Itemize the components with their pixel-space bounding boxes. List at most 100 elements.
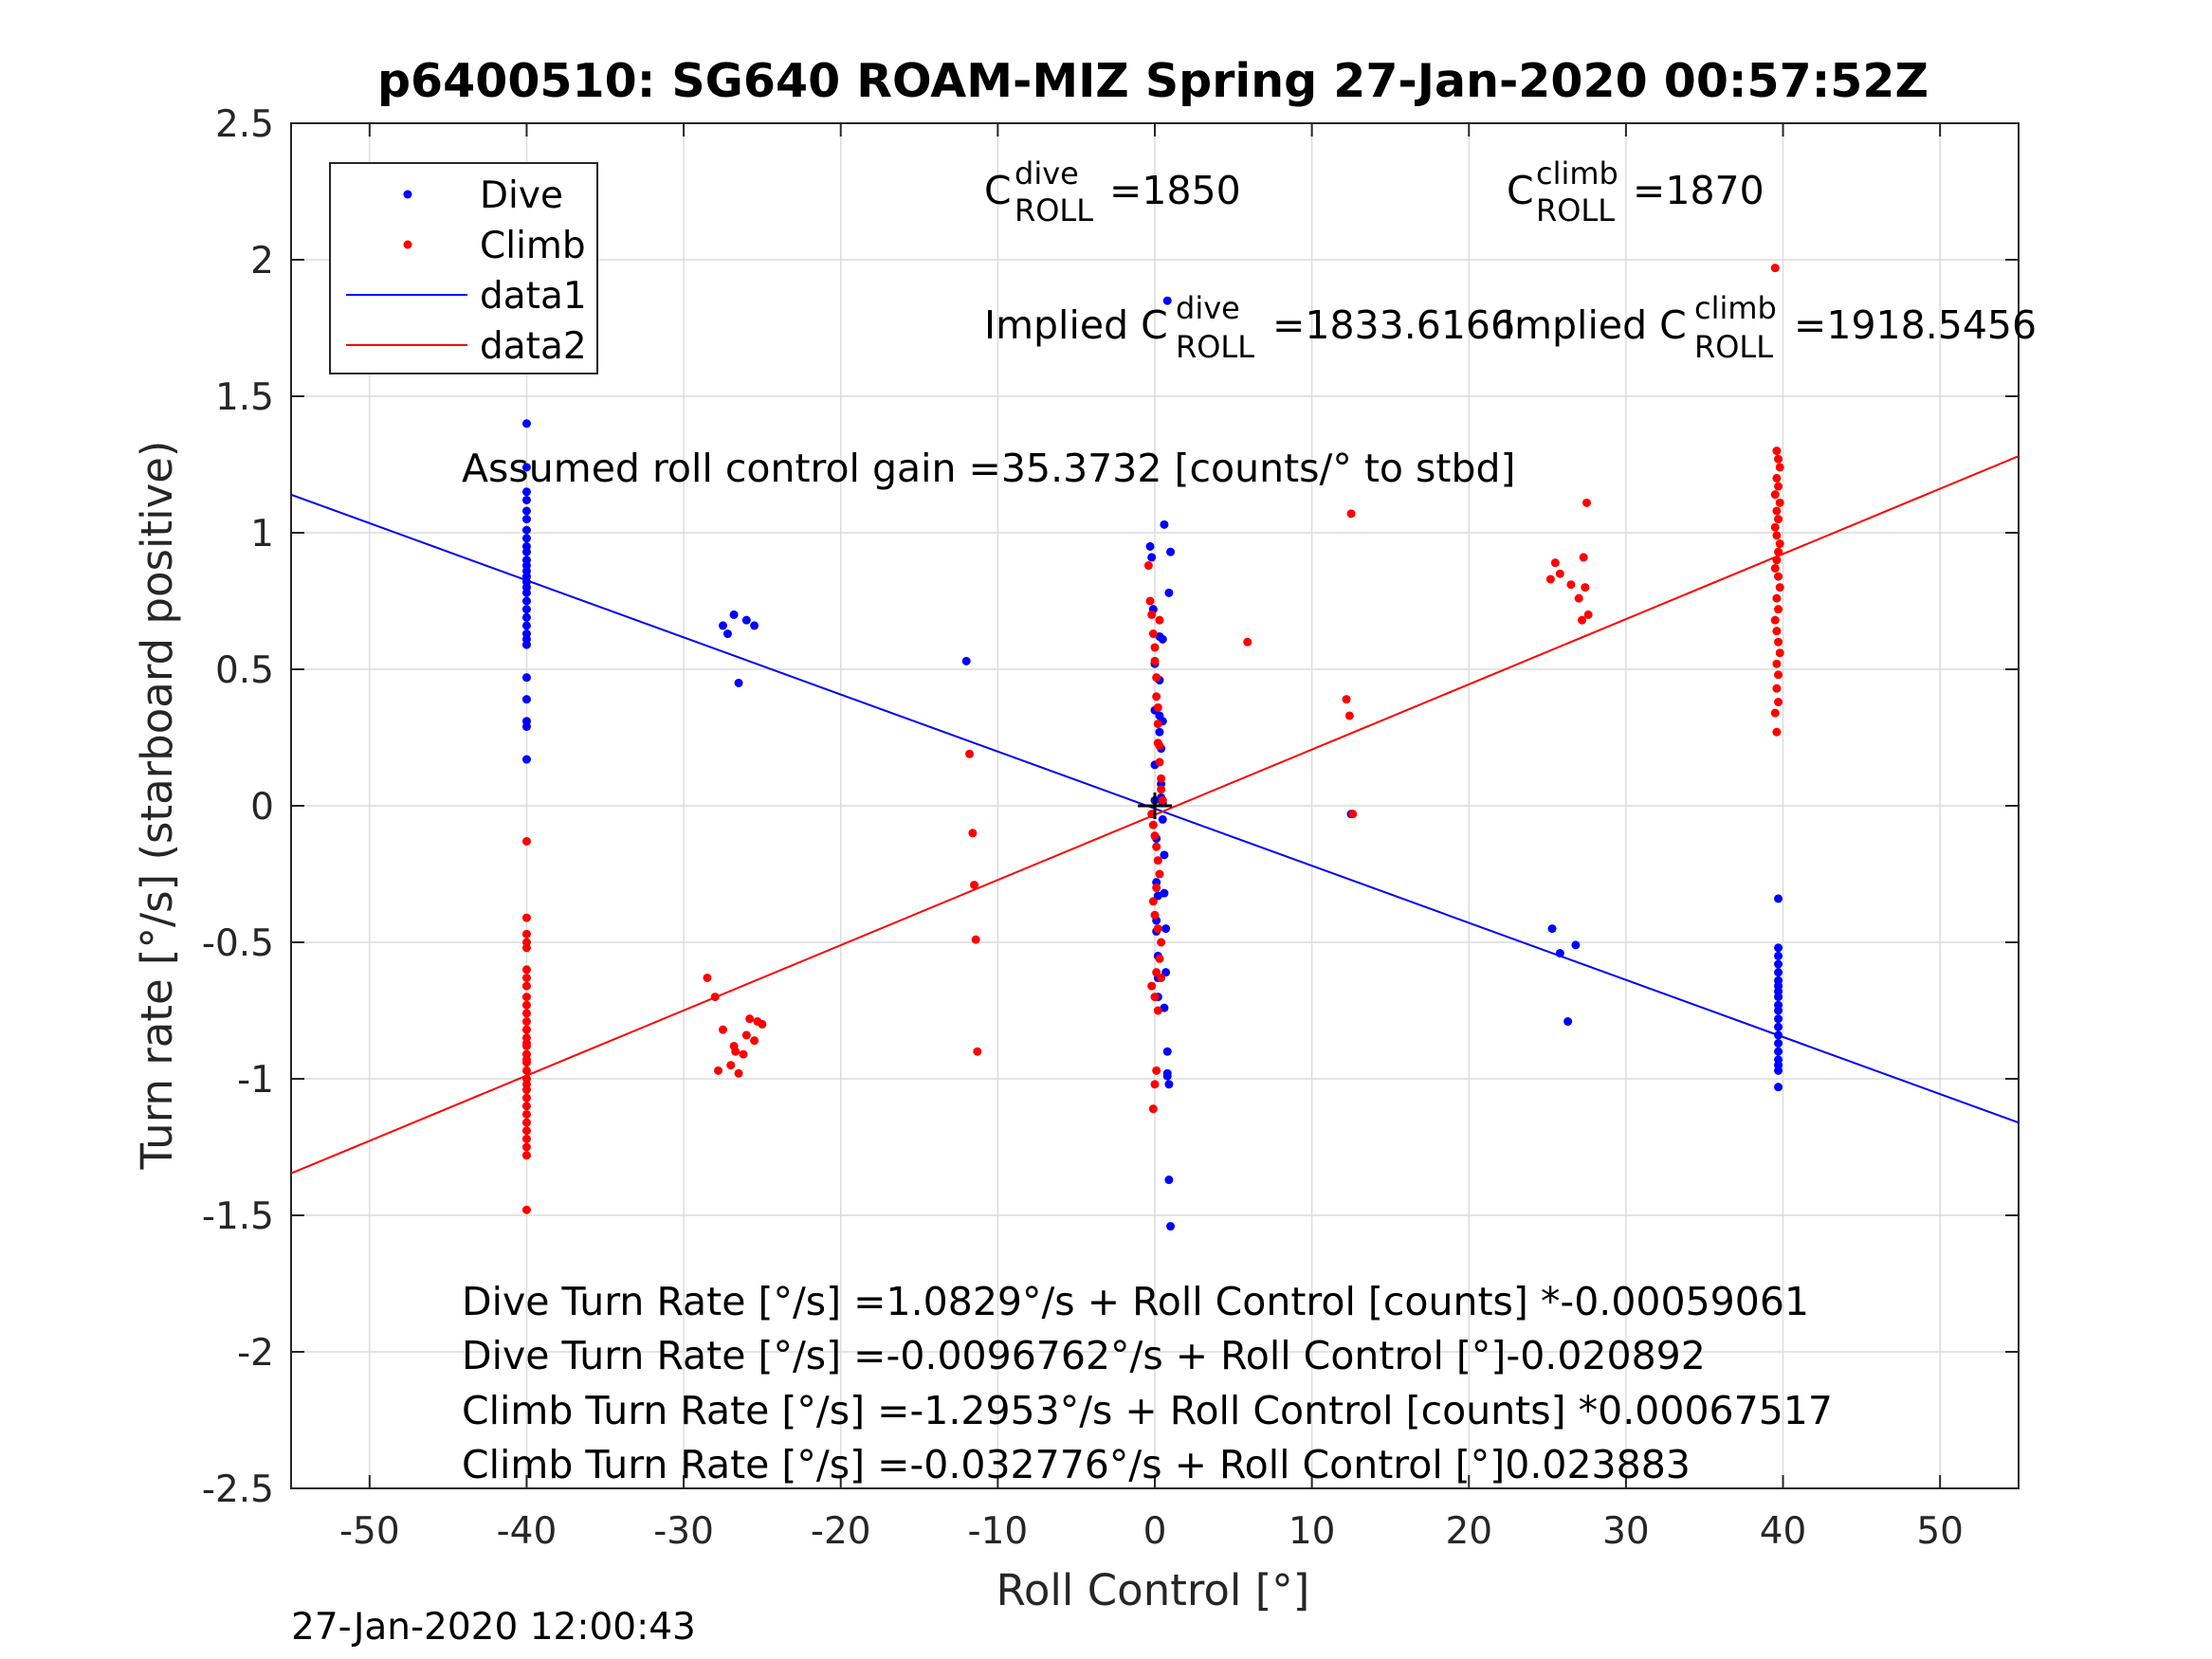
annotation-gain: Assumed roll control gain =35.3732 [coun… [462,446,1516,491]
origin-marker [1138,793,1172,819]
dive-point [521,621,531,630]
climb-point [1774,454,1783,464]
climb-point [1774,637,1783,647]
climb-point [1774,572,1783,581]
climb-point [965,749,975,758]
climb-point [1770,490,1780,500]
climb-point [1582,498,1591,507]
climb-point [1157,774,1166,783]
climb-point [521,1085,531,1095]
dive-point [1161,924,1171,934]
dive-point [1166,1222,1176,1231]
climb-point [1145,596,1155,606]
climb-point [521,1126,531,1136]
dive-point [521,525,531,535]
chart-title: p6400510: SG640 ROAM-MIZ Spring 27-Jan-2… [377,54,1929,108]
climb-point [1152,1066,1161,1075]
dive-point [1563,1017,1573,1027]
dive-point [521,534,531,543]
x-tick-label: 10 [1289,1510,1336,1553]
dive-point [1774,1030,1783,1040]
legend-label-climb: Climb [480,225,586,267]
series-climb [521,264,1784,1214]
dive-point [1571,940,1581,950]
annotation-c-dive: C dive ROLL =1850 [984,155,1241,228]
x-tick-label: 0 [1143,1510,1167,1553]
dive-point [521,495,531,504]
x-tick-label: 50 [1916,1510,1964,1553]
climb-point [1148,820,1158,830]
dive-point [741,615,751,625]
climb-point [1583,610,1593,619]
climb-point [521,1066,531,1075]
climb-point [521,836,531,846]
climb-point [1772,593,1782,603]
climb-point [521,1000,531,1010]
climb-point [1579,553,1588,562]
annotation-equation-3: Climb Turn Rate [°/s] =-1.2953°/s + Roll… [462,1388,1833,1433]
x-tick-label: -50 [339,1510,400,1553]
x-tick-label: -30 [653,1510,714,1553]
climb-point [1775,539,1784,549]
dive-point [521,506,531,516]
data-points [521,264,1784,1231]
climb-point [1772,627,1782,636]
dive-point [1774,959,1783,969]
climb-point [1150,643,1160,652]
climb-point [1770,522,1780,532]
annotation-implied-climb: Implied C climb ROLL =1918.5456 [1503,290,2037,365]
annotation-equation-4: Climb Turn Rate [°/s] =-0.032776°/s + Ro… [462,1442,1691,1487]
x-tick-label: -10 [968,1510,1029,1553]
climb-point [968,829,978,838]
dive-point [521,755,531,764]
climb-point [521,1039,531,1048]
climb-point [1152,692,1161,702]
climb-point [1150,910,1160,920]
dive-point [1162,296,1172,305]
dive-point [1166,547,1176,556]
dive-point [521,419,531,428]
x-tick-label: -40 [497,1510,558,1553]
climb-point [521,1118,531,1127]
climb-point [741,1030,751,1040]
legend-marker-dive [403,190,412,199]
climb-point [1774,547,1783,556]
climb-point [1770,563,1780,573]
climb-point [1344,711,1354,720]
dive-point [1774,1066,1783,1075]
climb-point [521,1134,531,1143]
climb-point [1775,648,1784,658]
climb-point [521,929,531,939]
climb-point [719,1025,727,1034]
dive-point [1147,553,1157,562]
implied-dive-subscript: ROLL [1176,329,1254,365]
x-tick-label: 20 [1445,1510,1492,1553]
implied-climb-label: Implied C [1503,302,1687,348]
climb-point [1578,615,1587,625]
climb-point [758,1019,767,1029]
climb-point [970,881,979,890]
y-tick-label: 0.5 [215,649,274,692]
annotation-equation-2: Dive Turn Rate [°/s] =-0.0096762°/s + Ro… [462,1333,1706,1378]
dive-point [521,463,531,472]
climb-point [521,1009,531,1018]
dive-point [1155,727,1164,737]
y-tick-label: 1 [250,513,274,556]
climb-point [1772,506,1782,516]
climb-point [521,1093,531,1103]
legend-marker-climb [403,240,412,249]
climb-point [521,965,531,975]
climb-point [521,981,531,991]
dive-point [1774,1014,1783,1024]
climb-point [1775,498,1784,507]
climb-point [1243,637,1252,647]
climb-point [750,1036,759,1046]
climb-point [1143,561,1153,571]
climb-point [1153,856,1162,866]
climb-point [1155,757,1164,767]
y-tick-label: -2.5 [202,1468,274,1511]
climb-point [521,973,531,982]
dive-point [1774,1006,1783,1015]
climb-point [1775,463,1784,472]
